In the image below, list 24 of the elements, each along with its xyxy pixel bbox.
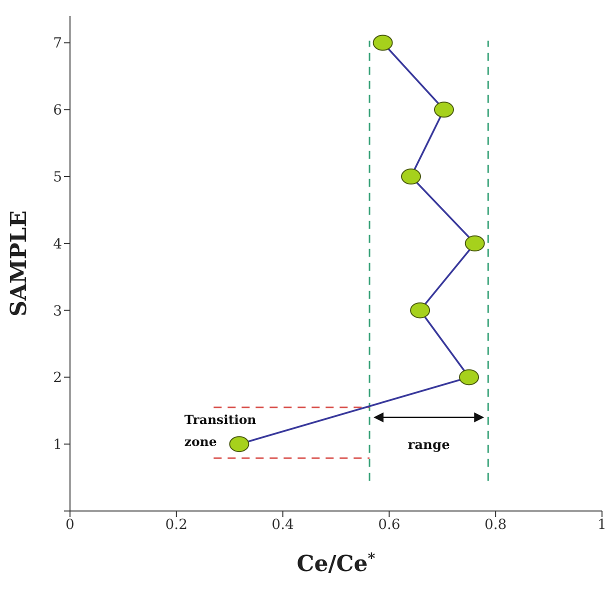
x-tick-label: 0 [66, 516, 74, 533]
annotation: range [408, 438, 450, 454]
y-tick-label: 3 [53, 303, 62, 320]
point [372, 34, 393, 51]
x-tick-label: 0.4 [272, 516, 294, 533]
annotation: Transition zone [184, 412, 256, 450]
y-tick-label: 2 [53, 370, 62, 386]
y-tick-label: 7 [53, 36, 62, 52]
point [410, 302, 430, 318]
x-tick-label: 0.2 [165, 516, 188, 533]
y-axis-title: SAMPLE [6, 210, 32, 317]
x-axis-title: Ce/Ce$^{*}$ [296, 551, 376, 577]
x-tick-label: 1 [598, 516, 606, 533]
x-tick-label: 0.6 [378, 516, 400, 533]
y-tick-label: 5 [53, 170, 62, 186]
point [464, 235, 485, 252]
point [229, 436, 250, 452]
y-tick-label: 4 [53, 236, 62, 252]
point [434, 102, 454, 118]
point [459, 369, 479, 386]
x-tick-label: 0.8 [484, 516, 507, 533]
point [401, 168, 422, 185]
y-tick-label: 6 [53, 102, 62, 119]
y-tick-label: 1 [53, 437, 62, 454]
